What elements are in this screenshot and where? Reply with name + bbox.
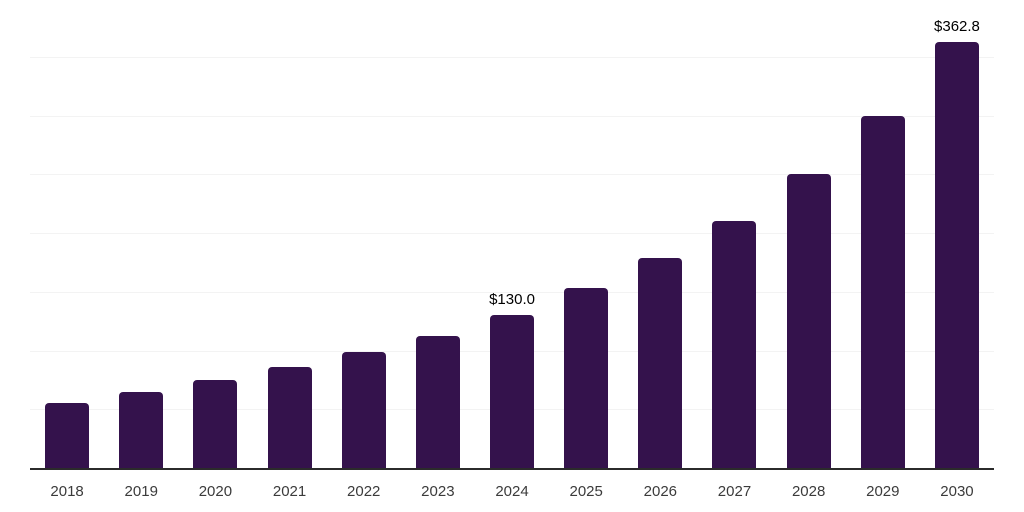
bar-slot-2022 <box>327 0 401 468</box>
plot-area: $130.0 $362.8 <box>30 0 994 470</box>
x-tick-2022: 2022 <box>347 483 381 500</box>
bar-2020 <box>193 379 238 468</box>
bar-2021 <box>267 367 312 468</box>
bar-2024 <box>490 315 535 468</box>
x-tick-2030: 2030 <box>940 483 974 500</box>
bar-slot-2027 <box>697 0 771 468</box>
bar-2028 <box>786 174 831 468</box>
x-tick-2028: 2028 <box>791 483 826 500</box>
bar-2027 <box>712 221 757 468</box>
gridline <box>30 233 994 234</box>
gridline <box>30 56 994 58</box>
x-axis: 2018 2019 2020 2021 2022 2023 2024 2025 2026 2027… <box>30 483 994 500</box>
bar-slot-2023 <box>401 0 475 468</box>
x-tick-2019: 2019 <box>124 483 158 500</box>
bar-slot-2024: $130.0 <box>475 0 549 468</box>
data-label-2030: $362.8 <box>934 17 980 35</box>
bar-slot-2020 <box>178 0 252 468</box>
bar-slot-2029 <box>846 0 920 468</box>
gridline <box>30 115 994 117</box>
bar-2026 <box>638 257 683 468</box>
x-tick-2025: 2025 <box>569 483 603 500</box>
x-tick-2027: 2027 <box>717 483 752 500</box>
x-tick-2021: 2021 <box>272 483 307 500</box>
bar-slot-2018 <box>30 0 104 468</box>
bar-2030 <box>934 41 979 468</box>
bar-2018 <box>45 402 90 468</box>
bar-slot-2026 <box>623 0 697 468</box>
x-tick-2023: 2023 <box>421 483 455 500</box>
bar-slot-2021 <box>252 0 326 468</box>
bar-2025 <box>564 287 609 468</box>
x-tick-2018: 2018 <box>50 483 84 500</box>
bar-2019 <box>119 391 164 468</box>
x-tick-2020: 2020 <box>198 483 233 500</box>
x-tick-2026: 2026 <box>643 483 678 500</box>
x-tick-2024: 2024 <box>495 483 529 500</box>
bar-slot-2028 <box>772 0 846 468</box>
bar-2022 <box>341 352 386 468</box>
x-tick-2029: 2029 <box>866 483 900 500</box>
bar-slot-2030: $362.8 <box>920 0 994 468</box>
bar-2023 <box>415 335 460 468</box>
gridline <box>30 174 994 176</box>
bar-slot-2025 <box>549 0 623 468</box>
bar-2029 <box>860 116 905 468</box>
gridline <box>30 291 994 293</box>
bar-slot-2019 <box>104 0 178 468</box>
data-label-2024: $130.0 <box>489 291 535 309</box>
